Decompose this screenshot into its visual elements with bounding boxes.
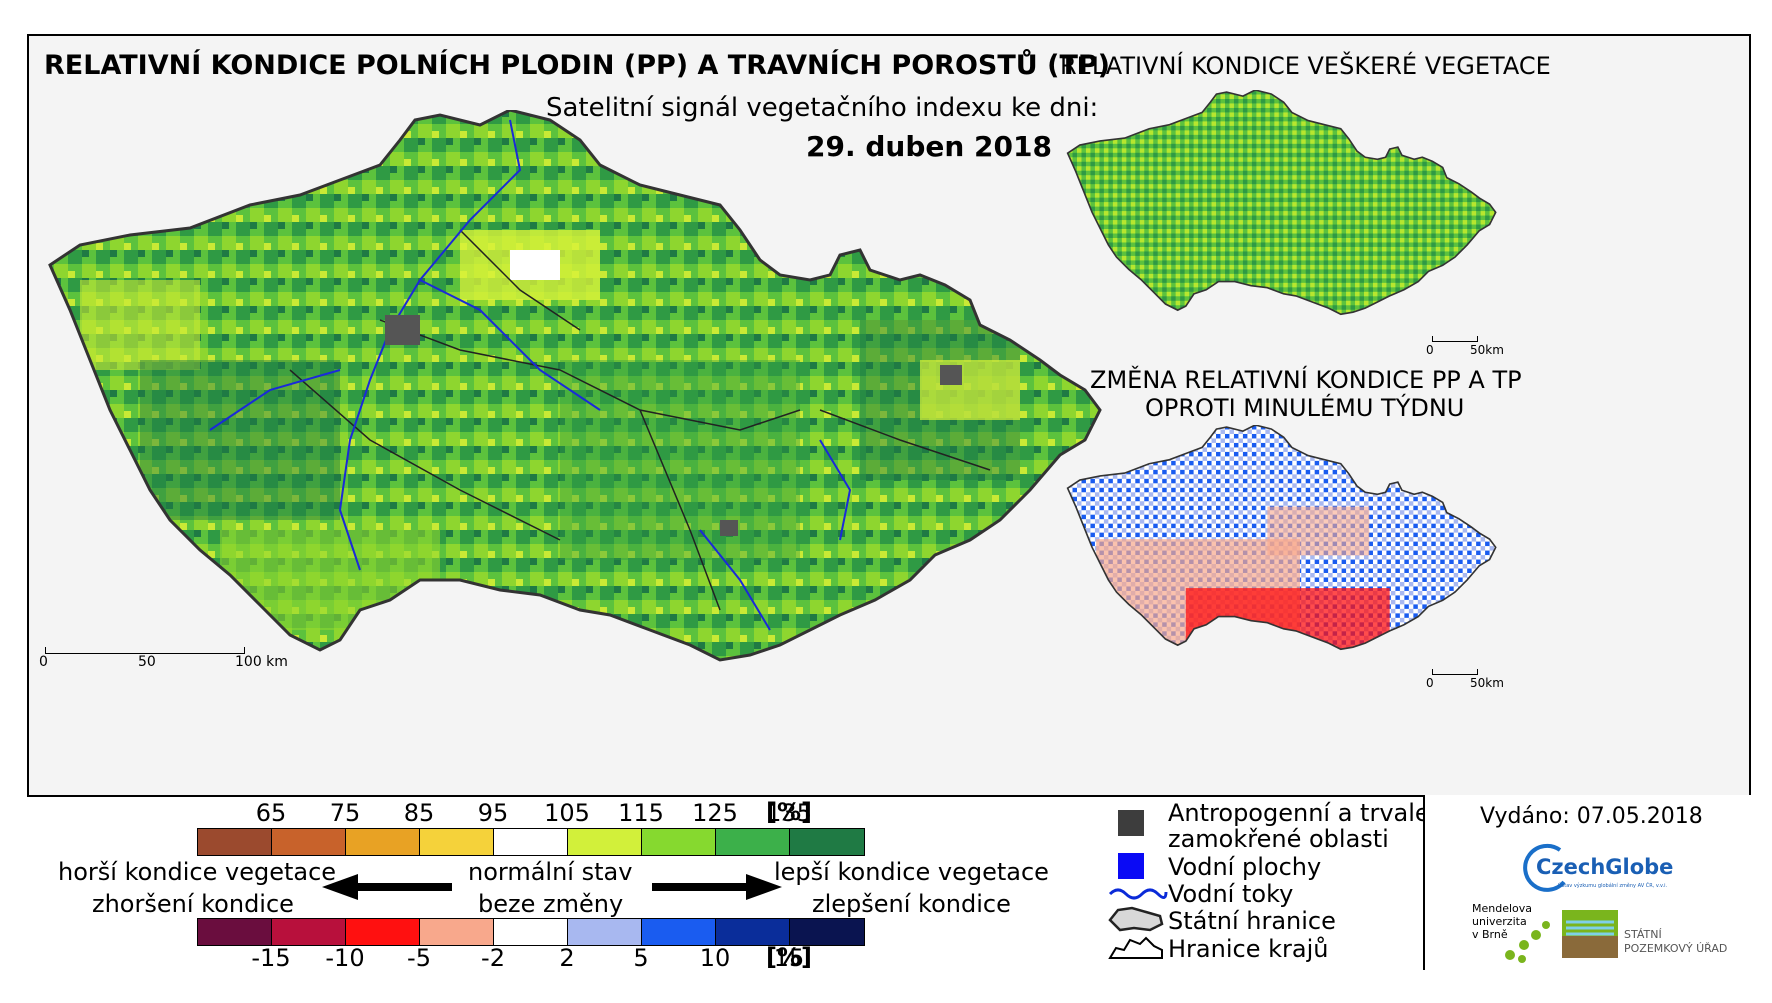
condition-tick-label: 65 [255, 799, 287, 827]
side-top-title: RELATIVNÍ KONDICE VEŠKERÉ VEGETACE [1060, 52, 1551, 80]
condition-tick-label: 105 [544, 799, 590, 827]
worse-label-2: zhoršení kondice [92, 890, 294, 918]
condition-tick-label: 95 [477, 799, 509, 827]
river-line-icon [1108, 888, 1168, 900]
worse-label-1: horší kondice vegetace [58, 858, 337, 886]
condition-swatch [420, 829, 494, 855]
mendel-logo-text-1: Mendelova [1472, 902, 1533, 915]
main-scale-bar [45, 647, 245, 654]
change-tick-label: 10 [699, 944, 731, 972]
change-swatch [790, 919, 864, 945]
main-title: RELATIVNÍ KONDICE POLNÍCH PLODIN (PP) A … [44, 50, 1110, 81]
change-swatch [716, 919, 790, 945]
main-map [48, 110, 1102, 662]
change-tick-label: 2 [559, 944, 575, 972]
condition-swatch [198, 829, 272, 855]
better-label-1: lepší kondice vegetace [774, 858, 1049, 886]
condition-tick-label: 85 [403, 799, 435, 827]
side-top-scale-0: 0 [1426, 343, 1434, 357]
region-border-label: Hranice krajů [1168, 935, 1329, 963]
rivers-label: Vodní toky [1168, 880, 1294, 908]
side-bottom-title-1: ZMĚNA RELATIVNÍ KONDICE PP A TP [1090, 366, 1522, 394]
condition-tick-label: 115 [618, 799, 664, 827]
condition-swatch [642, 829, 716, 855]
right-arrow [652, 874, 782, 900]
main-subtitle: Satelitní signál vegetačního indexu ke d… [546, 93, 1099, 123]
czechglobe-logo-icon [1523, 843, 1566, 892]
change-tick-label: 5 [633, 944, 649, 972]
condition-swatch [790, 829, 864, 855]
change-tick-label: -2 [481, 944, 505, 972]
czechglobe-logo-text: CzechGlobe [1536, 855, 1674, 879]
spu-logo-icon [1562, 910, 1618, 958]
side-bottom-scale-bar [1432, 669, 1478, 675]
mendel-logo-dots-icon [1505, 921, 1550, 963]
mendel-logo-text-2: univerzita [1472, 915, 1527, 928]
change-tick-label: -5 [407, 944, 431, 972]
side-top-scale-bar [1432, 336, 1478, 342]
change-swatch [346, 919, 420, 945]
change-tick-label: -15 [251, 944, 291, 972]
change-swatch [642, 919, 716, 945]
change-swatch [420, 919, 494, 945]
change-color-bar [197, 918, 865, 946]
czechglobe-logo-sub: Ústav výzkumu globální změny AV ČR, v.v.… [1558, 883, 1668, 889]
side-bottom-scale-0: 0 [1426, 676, 1434, 690]
change-unit: [%] [766, 943, 812, 971]
side-bottom-map [1066, 425, 1497, 651]
condition-color-bar [197, 828, 865, 856]
condition-unit: [%] [766, 798, 812, 826]
condition-swatch [716, 829, 790, 855]
spu-logo-text-2: POZEMKOVÝ ÚŘAD [1624, 942, 1728, 955]
condition-swatch [494, 829, 568, 855]
main-date: 29. duben 2018 [806, 130, 1052, 163]
water-bodies-label: Vodní plochy [1168, 853, 1322, 881]
condition-swatch [346, 829, 420, 855]
side-top-scale-50: 50km [1470, 343, 1504, 357]
state-border-icon [1108, 906, 1164, 932]
main-scale-100: 100 km [235, 654, 288, 670]
normal-label-1: normální stav [468, 858, 633, 886]
urban-label-1: Antropogenní a trvale [1168, 799, 1430, 827]
better-label-2: zlepšení kondice [812, 890, 1011, 918]
mendel-logo-text-3: v Brně [1472, 928, 1508, 941]
left-arrow [322, 874, 452, 900]
side-bottom-scale-50: 50km [1470, 676, 1504, 690]
main-scale-50: 50 [138, 654, 156, 670]
condition-swatch [568, 829, 642, 855]
change-tick-label: 15 [773, 944, 805, 972]
condition-tick-label: 75 [329, 799, 361, 827]
change-tick-label: -10 [325, 944, 365, 972]
change-swatch [272, 919, 346, 945]
urban-label-2: zamokřené oblasti [1168, 825, 1389, 853]
change-swatch [198, 919, 272, 945]
state-border-label: Státní hranice [1168, 907, 1336, 935]
region-border-icon [1108, 936, 1163, 959]
water-body-swatch [1118, 853, 1144, 879]
issued-date: Vydáno: 07.05.2018 [1480, 804, 1703, 829]
normal-label-2: beze změny [478, 890, 624, 918]
main-scale-0: 0 [39, 654, 48, 670]
condition-tick-label: 125 [692, 799, 738, 827]
change-swatch [494, 919, 568, 945]
urban-area-swatch [1118, 810, 1144, 836]
change-swatch [568, 919, 642, 945]
side-bottom-title-2: OPROTI MINULÉMU TÝDNU [1145, 394, 1465, 422]
condition-tick-label: 135 [766, 799, 812, 827]
spu-logo-text-1: STÁTNÍ [1624, 928, 1662, 941]
condition-swatch [272, 829, 346, 855]
side-top-map [1066, 90, 1497, 316]
